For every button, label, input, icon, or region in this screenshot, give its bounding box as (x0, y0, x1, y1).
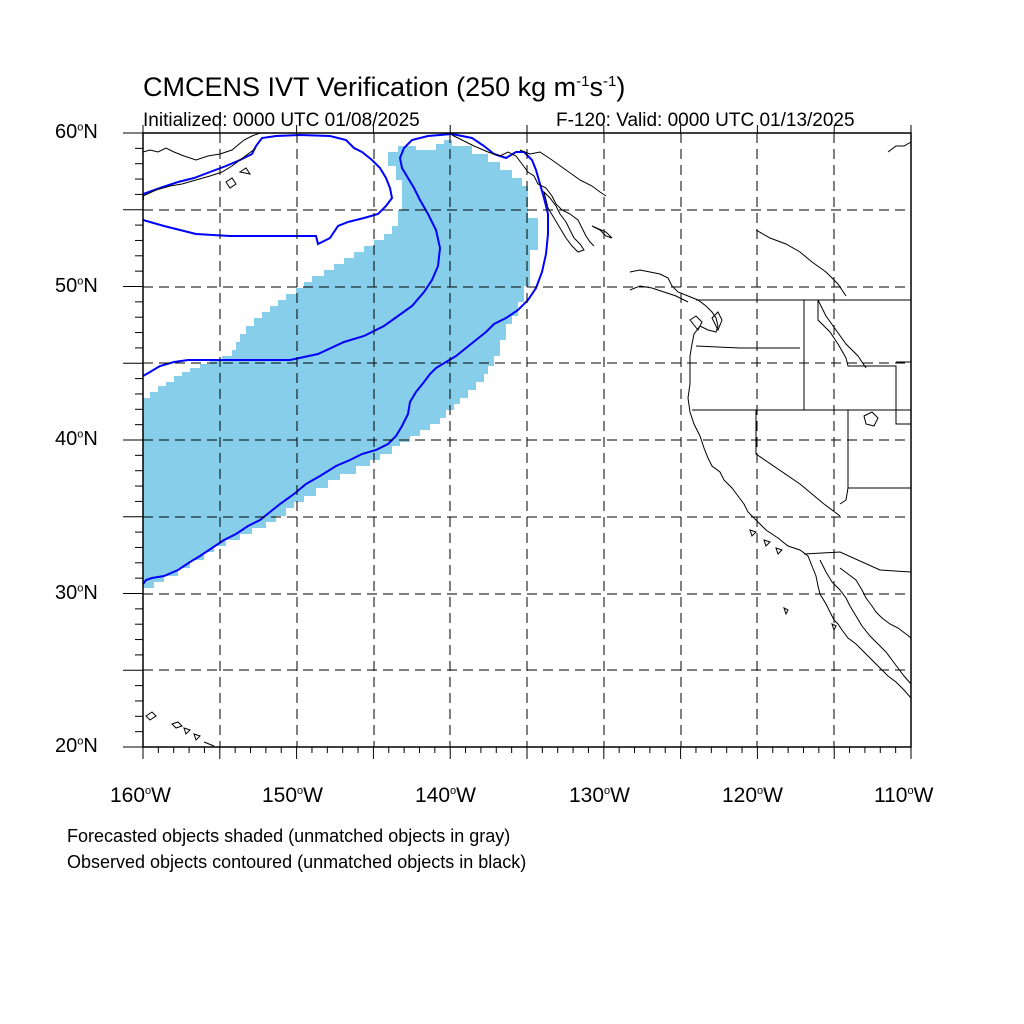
lon-label-140w: 140oW (415, 784, 476, 807)
note-forecast: Forecasted objects shaded (unmatched obj… (67, 826, 511, 846)
coastline-hawaii (145, 711, 215, 747)
observed-contour-north (143, 133, 394, 246)
lat-label-30n: 30oN (55, 582, 98, 604)
lon-label-110w: 110oW (874, 784, 934, 807)
map-title: CMCENS IVT Verification (250 kg m-1s-1) (143, 72, 626, 102)
lat-label-60n: 60oN (55, 121, 98, 143)
lat-label-50n: 50oN (55, 275, 98, 297)
graticule (143, 133, 911, 747)
forecast-object-shaded (143, 140, 538, 588)
axis-ticks (123, 125, 912, 759)
political-boundaries (692, 299, 911, 573)
observed-contour-main (143, 133, 549, 585)
lon-label-130w: 130oW (569, 784, 630, 807)
lon-label-160w: 160oW (110, 784, 171, 807)
coastline-west-coast (629, 229, 911, 699)
initialized-time: Initialized: 0000 UTC 01/08/2025 (143, 110, 420, 131)
lat-label-20n: 20oN (55, 735, 98, 757)
coastline-alaska (143, 133, 911, 253)
lon-label-120w: 120oW (722, 784, 783, 807)
lon-label-150w: 150oW (262, 784, 323, 807)
valid-time: F-120: Valid: 0000 UTC 01/13/2025 (556, 110, 855, 131)
note-observed: Observed objects contoured (unmatched ob… (67, 852, 527, 872)
lat-label-40n: 40oN (55, 428, 98, 450)
